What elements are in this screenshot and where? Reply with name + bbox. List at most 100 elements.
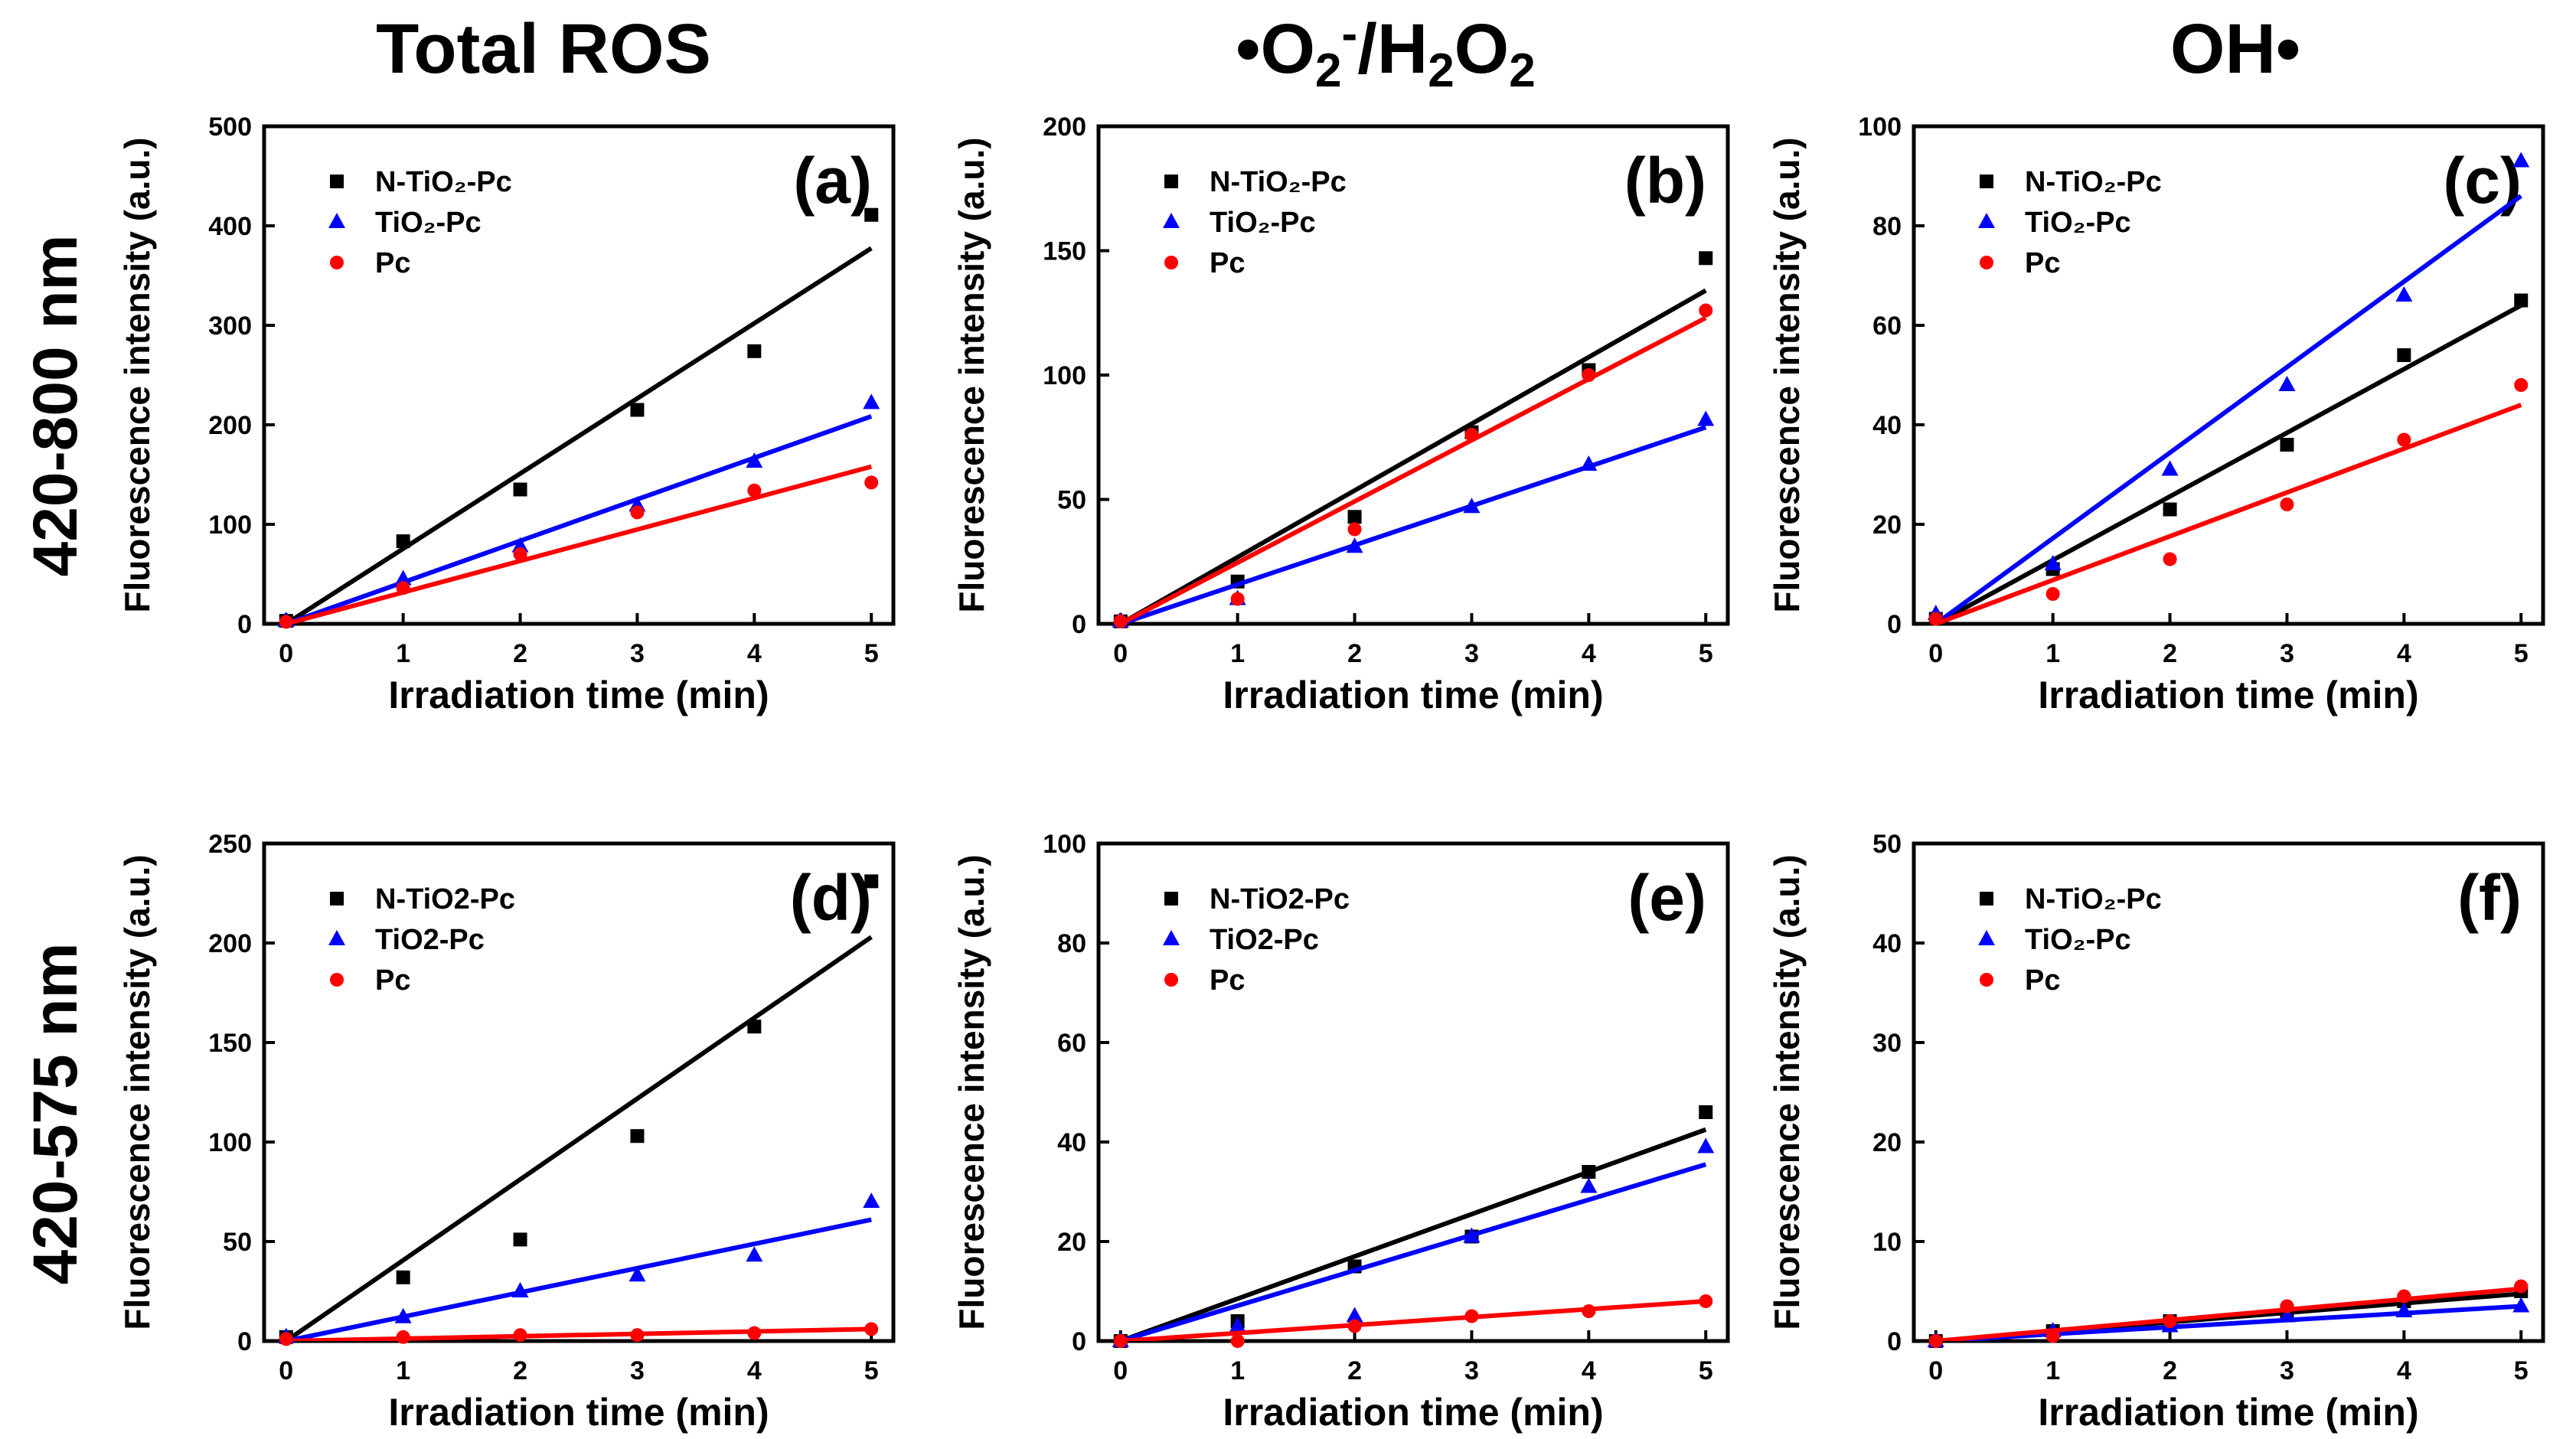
legend: N-TiO₂-Pc TiO₂-Pc Pc bbox=[1978, 883, 2162, 997]
data-point bbox=[2395, 286, 2413, 302]
data-point bbox=[2280, 438, 2294, 452]
legend-marker bbox=[330, 256, 344, 269]
data-point bbox=[2280, 1299, 2294, 1313]
y-tick-label: 400 bbox=[208, 212, 252, 241]
x-tick-label: 4 bbox=[2397, 1356, 2411, 1385]
x-tick-label: 5 bbox=[1699, 1356, 1713, 1385]
y-tick-label: 50 bbox=[1057, 486, 1086, 515]
legend-marker bbox=[330, 892, 344, 905]
x-tick-label: 4 bbox=[747, 639, 762, 668]
chart-panel-a: 0 1 2 3 4 5 0 100 200 300 400 500 Irradiation time (… bbox=[117, 113, 896, 716]
data-point bbox=[747, 1326, 762, 1340]
legend: N-TiO₂-Pc TiO₂-Pc Pc bbox=[1163, 166, 1347, 279]
data-point bbox=[630, 1129, 645, 1144]
data-point bbox=[1346, 537, 1363, 553]
legend-marker bbox=[1164, 892, 1178, 905]
data-point bbox=[511, 537, 529, 553]
data-point bbox=[1582, 368, 1596, 382]
data-point bbox=[1347, 522, 1362, 537]
y-tick-label: 0 bbox=[237, 1327, 252, 1356]
y-tick-label: 50 bbox=[1872, 830, 1902, 859]
y-tick-label: 200 bbox=[208, 929, 252, 958]
data-point bbox=[2514, 378, 2529, 392]
series-Pc bbox=[1928, 378, 2529, 626]
y-axis-label: Fluorescence intensity (a.u.) bbox=[1767, 137, 1807, 612]
data-point bbox=[747, 1020, 762, 1034]
data-point bbox=[396, 534, 410, 549]
y-tick-label: 300 bbox=[208, 312, 252, 341]
data-point bbox=[513, 1232, 527, 1247]
data-point bbox=[747, 483, 762, 498]
legend-marker bbox=[1164, 973, 1178, 987]
data-point bbox=[2278, 376, 2296, 391]
x-tick-label: 3 bbox=[2280, 1356, 2294, 1385]
legend: N-TiO₂-Pc TiO₂-Pc Pc bbox=[1978, 166, 2162, 279]
series-TiO2-Pc bbox=[1112, 1137, 1715, 1347]
legend-label: TiO2-Pc bbox=[1210, 924, 1319, 956]
data-point bbox=[2397, 432, 2411, 447]
x-axis-label: Irradiation time (min) bbox=[1223, 1391, 1603, 1434]
data-point bbox=[628, 1266, 646, 1282]
data-point bbox=[864, 1322, 879, 1336]
y-tick-label: 60 bbox=[1057, 1029, 1086, 1058]
legend-marker bbox=[330, 175, 344, 188]
x-tick-label: 0 bbox=[1113, 1356, 1128, 1385]
y-tick-label: 80 bbox=[1872, 212, 1902, 241]
fit-line bbox=[285, 414, 873, 624]
data-point bbox=[1113, 614, 1128, 628]
x-tick-label: 3 bbox=[1464, 639, 1479, 668]
series-N-TiO2-Pc bbox=[279, 874, 879, 1344]
x-axis-label: Irradiation time (min) bbox=[2038, 1391, 2418, 1434]
data-point bbox=[630, 403, 645, 417]
x-tick-label: 3 bbox=[630, 1356, 645, 1385]
x-axis-label: Irradiation time (min) bbox=[388, 1391, 769, 1434]
x-tick-label: 0 bbox=[1113, 639, 1128, 668]
data-point bbox=[279, 615, 293, 629]
data-point bbox=[513, 482, 527, 497]
data-point bbox=[863, 393, 880, 410]
y-tick-label: 0 bbox=[1887, 1327, 1902, 1356]
x-tick-label: 2 bbox=[513, 1356, 527, 1385]
legend-label: TiO2-Pc bbox=[375, 924, 485, 956]
data-point bbox=[863, 1193, 880, 1208]
data-point bbox=[2397, 1289, 2411, 1304]
fit-line bbox=[286, 1326, 872, 1341]
data-point bbox=[1463, 498, 1481, 514]
x-tick-label: 2 bbox=[2163, 1356, 2177, 1385]
data-point bbox=[396, 1330, 410, 1344]
legend-label: TiO₂-Pc bbox=[2025, 924, 2131, 956]
series-Pc bbox=[1113, 1294, 1713, 1348]
data-point bbox=[1230, 1334, 1245, 1348]
legend-label: Pc bbox=[375, 964, 410, 997]
data-point bbox=[2512, 1297, 2530, 1313]
x-tick-label: 0 bbox=[279, 639, 293, 668]
x-tick-label: 1 bbox=[2045, 639, 2060, 668]
fit-line bbox=[1119, 288, 1707, 624]
legend-marker bbox=[1980, 256, 1993, 269]
y-tick-label: 30 bbox=[1872, 1029, 1902, 1058]
fit-line bbox=[1119, 315, 1707, 624]
x-tick-label: 2 bbox=[1347, 639, 1362, 668]
fit-line bbox=[1935, 1304, 2522, 1341]
data-point bbox=[746, 1246, 763, 1262]
x-tick-label: 5 bbox=[2514, 639, 2529, 668]
data-point bbox=[279, 1332, 293, 1346]
x-tick-label: 1 bbox=[1230, 1356, 1245, 1385]
data-point bbox=[1580, 1177, 1598, 1193]
series-N-TiO2-Pc bbox=[279, 207, 879, 628]
data-point bbox=[1699, 1105, 1713, 1119]
legend-label: N-TiO2-Pc bbox=[375, 883, 515, 915]
data-point bbox=[2512, 152, 2530, 168]
panel-label: (d) bbox=[790, 862, 872, 934]
x-axis-label: Irradiation time (min) bbox=[1223, 674, 1603, 716]
column-title-superoxide-h2o2: •O2-/H2O2 bbox=[1236, 8, 1535, 97]
data-point bbox=[394, 1307, 412, 1323]
y-tick-label: 0 bbox=[1072, 1327, 1086, 1356]
data-point bbox=[396, 581, 410, 596]
data-point bbox=[2161, 460, 2179, 476]
x-tick-label: 0 bbox=[1928, 639, 1943, 668]
